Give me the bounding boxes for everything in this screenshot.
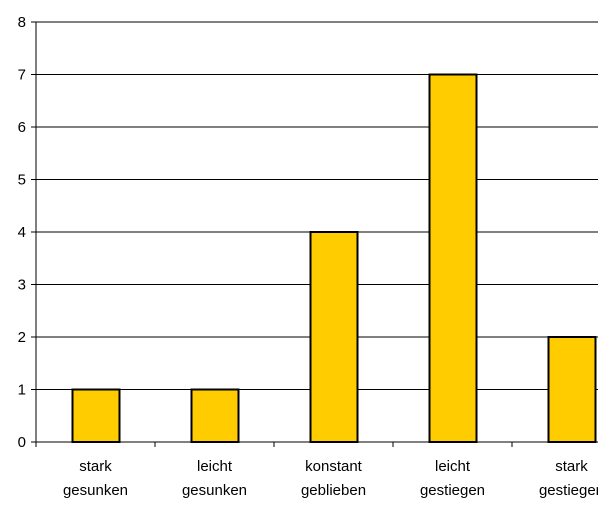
y-tick-label-0: 0 <box>18 434 26 451</box>
axes <box>31 21 598 447</box>
bar-1 <box>190 388 240 443</box>
y-tick-labels: 0 1 2 3 4 5 6 7 8 <box>18 14 26 451</box>
x-tick-label-1: leicht gesunken <box>182 458 247 499</box>
bars <box>71 73 597 443</box>
y-tick-label-8: 8 <box>18 14 26 31</box>
x-tick-labels: stark gesunken leicht gesunken konstant gebli… <box>63 458 598 499</box>
x-tick-label-3: leicht gestiegen <box>420 458 485 499</box>
x-tick-label-0: stark gesunken <box>63 458 128 499</box>
y-tick-label-3: 3 <box>18 277 26 294</box>
x-tick-label-2: konstant geblieben <box>301 458 366 499</box>
bar-2 <box>309 231 359 443</box>
bar-0 <box>71 388 121 443</box>
y-tick-label-5: 5 <box>18 172 26 189</box>
bar-4 <box>547 336 597 443</box>
y-tick-label-4: 4 <box>18 224 26 241</box>
y-tick-label-2: 2 <box>18 329 26 346</box>
y-tick-label-6: 6 <box>18 119 26 136</box>
y-tick-label-7: 7 <box>18 67 26 84</box>
bar-3 <box>428 73 478 443</box>
x-tick-label-4: stark gestiegen <box>539 458 598 499</box>
y-tick-label-1: 1 <box>18 382 26 399</box>
